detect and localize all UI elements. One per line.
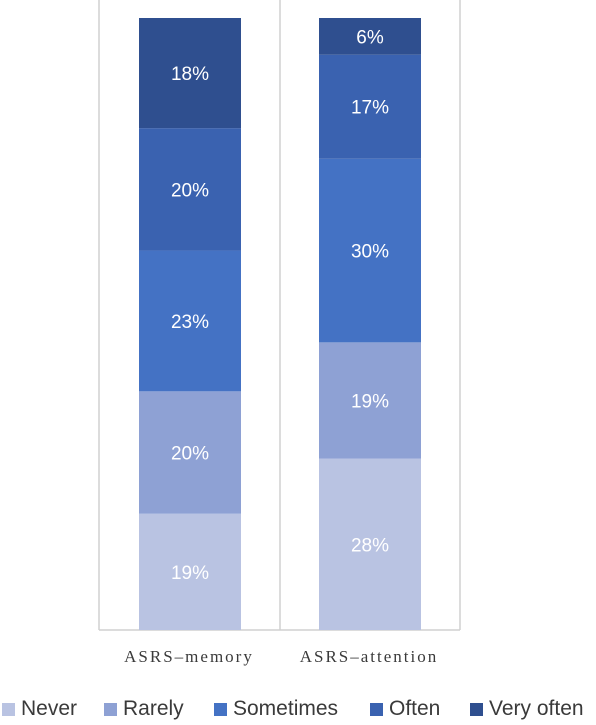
stacked-bar-chart: 19% 20% 23% 20% 18% 28% 19% 30% 17% 6% ASRS–memor… [98, 0, 461, 666]
category-labels: ASRS–memory ASRS–attention [124, 647, 439, 666]
bar-segment-never-0 [139, 513, 241, 630]
legend-swatch [470, 702, 483, 716]
bar-segment-very-often-1 [319, 18, 421, 55]
bar-segment-rarely-0 [139, 391, 241, 514]
legend-item-often: Often [370, 697, 440, 721]
category-label-0: ASRS–memory [124, 647, 254, 666]
data-label-rarely-0: 20% [171, 444, 209, 465]
legend-label: Sometimes [233, 697, 339, 720]
legend-label: Often [389, 697, 441, 720]
data-label-never-1: 28% [351, 535, 389, 556]
legend-swatch [214, 702, 227, 716]
bar-labels-group: 19% 20% 23% 20% 18% 28% 19% 30% 17% 6% [171, 27, 389, 584]
legend-swatch [370, 702, 383, 716]
bars-group [139, 18, 421, 630]
legend-item-never: Never [2, 697, 77, 721]
legend-label: Very often [489, 697, 584, 720]
legend-item-rarely: Rarely [104, 697, 184, 721]
bar-segment-often-1 [319, 54, 421, 159]
bar-segment-never-1 [319, 458, 421, 630]
bar-segment-often-0 [139, 128, 241, 251]
legend-label: Rarely [123, 697, 184, 720]
category-label-1: ASRS–attention [300, 647, 439, 666]
data-label-sometimes-1: 30% [351, 242, 389, 263]
bar-segment-sometimes-0 [139, 250, 241, 392]
data-label-rarely-1: 19% [351, 392, 389, 413]
data-label-sometimes-0: 23% [171, 312, 209, 333]
bar-segment-sometimes-1 [319, 158, 421, 343]
bar-segment-very-often-0 [139, 18, 241, 129]
legend-item-very-often: Very often [470, 697, 584, 721]
legend: Never Rarely Sometimes Often Very often [0, 697, 596, 725]
data-label-very-often-0: 18% [171, 64, 209, 85]
legend-label: Never [21, 697, 78, 720]
bar-segment-rarely-1 [319, 342, 421, 459]
legend-swatch [2, 702, 15, 716]
data-label-very-often-1: 6% [356, 27, 384, 48]
data-label-often-1: 17% [351, 98, 389, 119]
data-label-often-0: 20% [171, 180, 209, 201]
data-label-never-0: 19% [171, 563, 209, 584]
legend-swatch [104, 702, 117, 716]
legend-item-sometimes: Sometimes [214, 697, 338, 721]
